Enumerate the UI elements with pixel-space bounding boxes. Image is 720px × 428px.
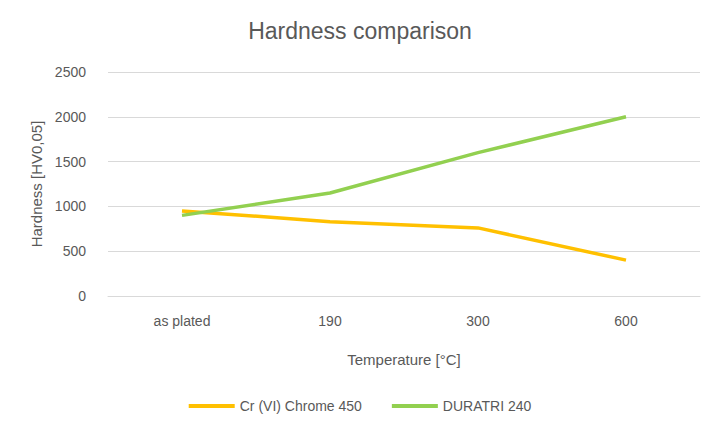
svg-text:1000: 1000 xyxy=(55,198,86,214)
svg-text:500: 500 xyxy=(63,243,87,259)
svg-text:1500: 1500 xyxy=(55,154,86,170)
svg-text:DURATRI 240: DURATRI 240 xyxy=(443,398,532,414)
svg-text:Hardness comparison: Hardness comparison xyxy=(248,18,472,44)
svg-text:Temperature [°C]: Temperature [°C] xyxy=(347,351,461,368)
svg-text:600: 600 xyxy=(614,313,638,329)
svg-text:2500: 2500 xyxy=(55,64,86,80)
svg-text:Cr (VI) Chrome 450: Cr (VI) Chrome 450 xyxy=(240,398,362,414)
svg-text:300: 300 xyxy=(466,313,490,329)
svg-text:2000: 2000 xyxy=(55,109,86,125)
svg-text:190: 190 xyxy=(318,313,342,329)
svg-text:as plated: as plated xyxy=(154,313,211,329)
svg-text:Hardness [HV0,05]: Hardness [HV0,05] xyxy=(28,121,45,248)
svg-text:0: 0 xyxy=(78,288,86,304)
